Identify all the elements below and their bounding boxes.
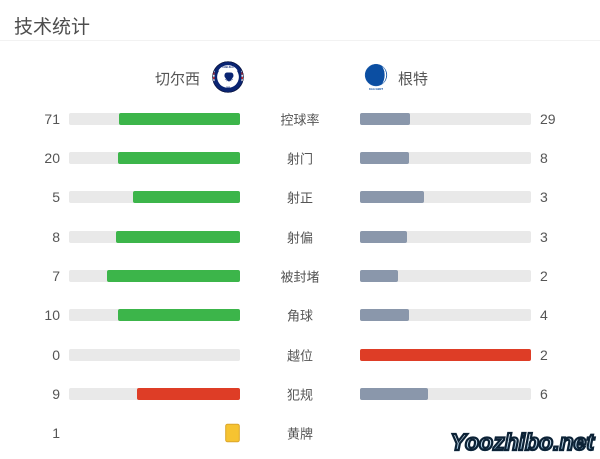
svg-text:1905: 1905 bbox=[226, 87, 230, 89]
svg-text:KAA GENT: KAA GENT bbox=[369, 87, 383, 91]
